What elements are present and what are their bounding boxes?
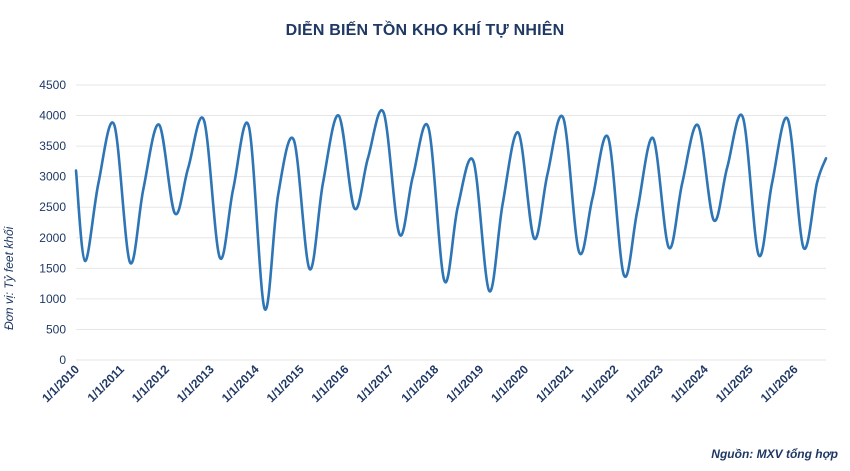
x-tick-label: 1/1/2010 [39, 362, 82, 405]
chart-title: DIỄN BIẾN TỒN KHO KHÍ TỰ NHIÊN [285, 22, 565, 39]
y-tick-label: 4500 [39, 78, 66, 92]
x-tick-label: 1/1/2023 [623, 362, 666, 405]
x-tick-label: 1/1/2024 [668, 362, 711, 405]
series-line [74, 108, 828, 311]
y-tick-label: 500 [46, 322, 66, 336]
x-tick-label: 1/1/2017 [354, 362, 397, 405]
x-tick-label: 1/1/2011 [85, 362, 128, 405]
x-tick-label: 1/1/2022 [578, 362, 621, 405]
y-tick-label: 1000 [39, 292, 66, 306]
x-tick-label: 1/1/2015 [264, 362, 307, 405]
y-tick-label: 0 [59, 353, 66, 367]
y-tick-label: 1500 [39, 261, 66, 275]
x-tick-label: 1/1/2018 [398, 362, 441, 405]
x-tick-label: 1/1/2012 [129, 362, 172, 405]
x-tick-label: 1/1/2013 [174, 362, 217, 405]
y-tick-label: 2500 [39, 200, 66, 214]
y-tick-label: 2000 [39, 231, 66, 245]
x-tick-label: 1/1/2016 [309, 362, 352, 405]
x-tick-label: 1/1/2026 [758, 362, 801, 405]
x-tick-label: 1/1/2014 [219, 362, 262, 405]
x-tick-label: 1/1/2021 [533, 362, 576, 405]
y-tick-label: 3500 [39, 139, 66, 153]
y-tick-label: 3000 [39, 170, 66, 184]
x-tick-label: 1/1/2025 [713, 362, 756, 405]
x-tick-label: 1/1/2019 [443, 362, 486, 405]
x-tick-label: 1/1/2020 [488, 362, 531, 405]
y-tick-label: 4000 [39, 109, 66, 123]
source-note: Nguồn: MXV tổng hợp [711, 447, 838, 461]
